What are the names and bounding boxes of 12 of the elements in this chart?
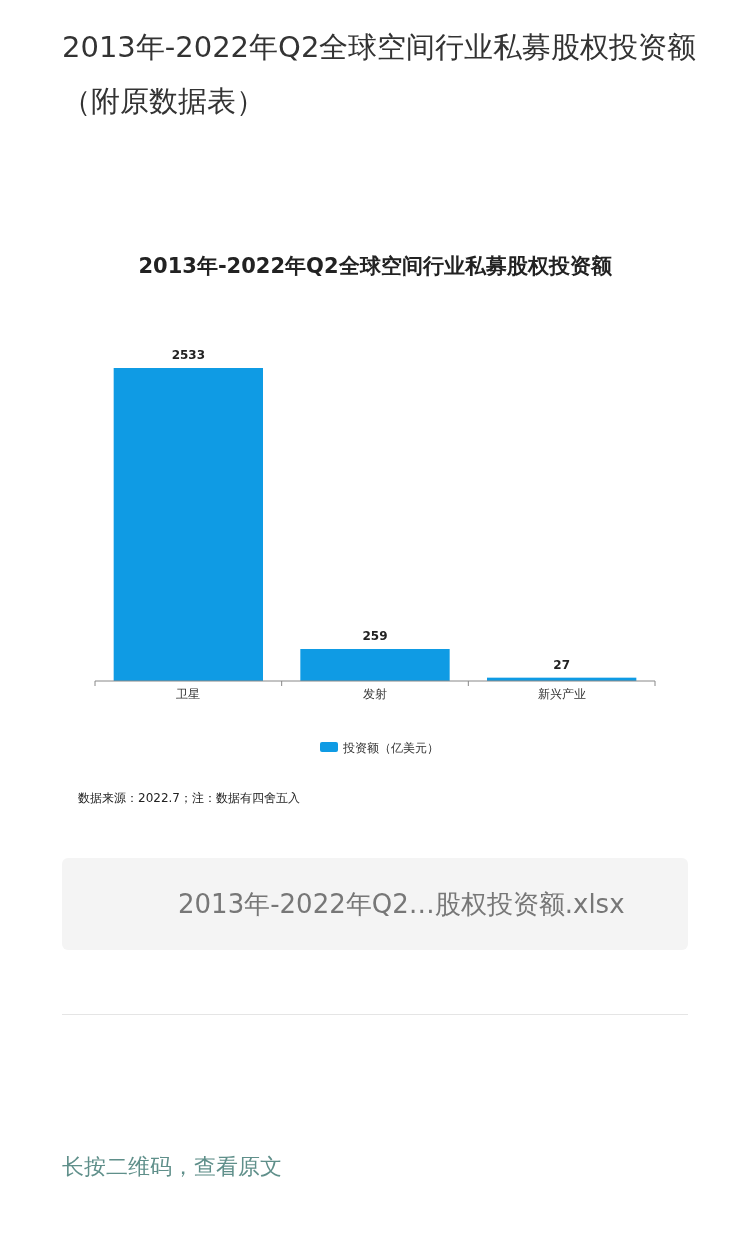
source-note: 数据来源：2022.7；注：数据有四舍五入	[78, 790, 300, 807]
data-label: 27	[553, 657, 571, 672]
x-tick-label: 发射	[363, 687, 387, 701]
data-label: 2533	[171, 348, 206, 362]
chart-title: 2013年-2022年Q2全球空间行业私募股权投资额	[138, 254, 613, 278]
data-label: 259	[362, 629, 388, 643]
x-tick-label: 卫星	[176, 687, 201, 701]
text: 长按二维码，查看原文	[62, 1153, 282, 1181]
text: 2013年-2022年Q2…股权投资额.xlsx	[62, 858, 688, 950]
legend-label: 投资额（亿美元）	[342, 741, 439, 755]
x-tick-label: 新兴产业	[537, 687, 586, 701]
text: 2013年-2022年Q2全球空间行业私募股权投资额（附原数据表）	[62, 29, 698, 120]
